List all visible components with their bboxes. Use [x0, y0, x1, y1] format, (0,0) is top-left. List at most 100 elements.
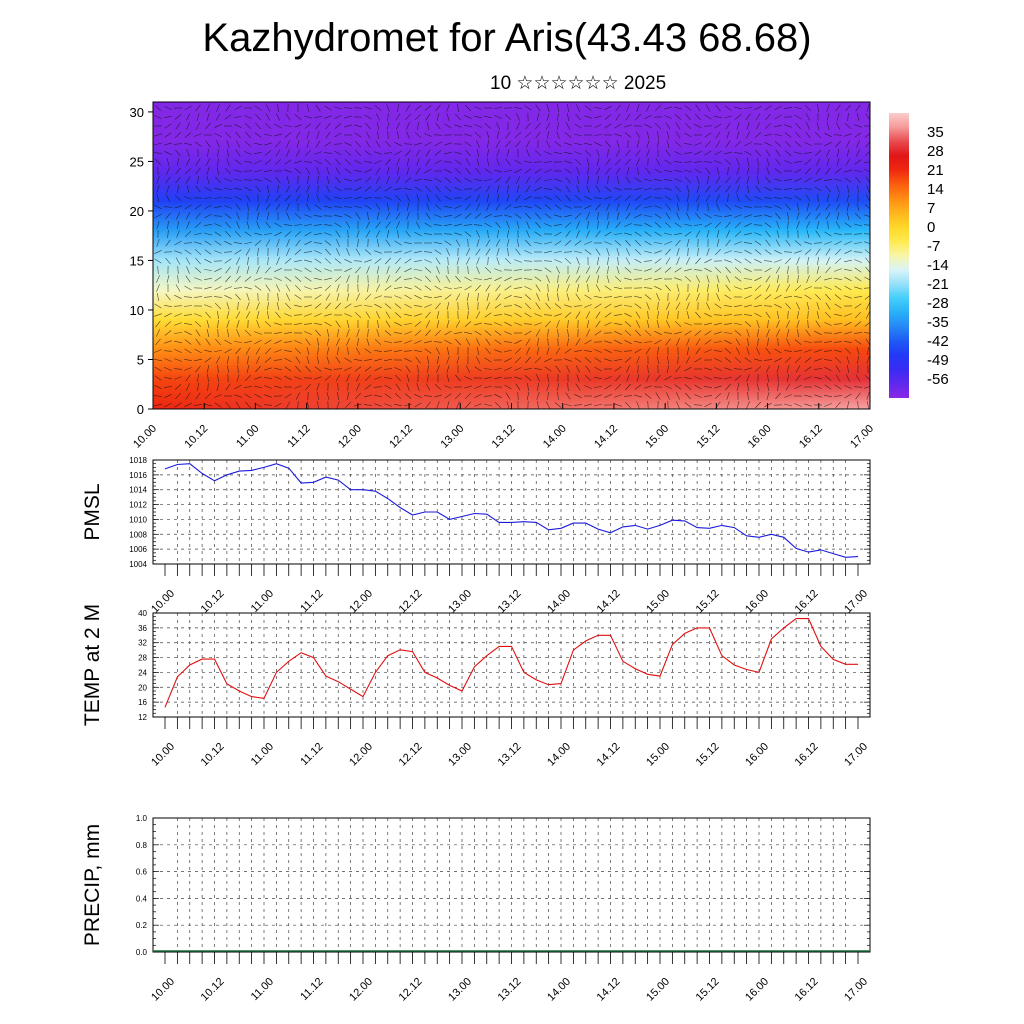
wind-arrow [326, 347, 330, 355]
colorbar-label: -35 [927, 314, 949, 331]
wind-arrow [205, 122, 211, 130]
wind-arrow [694, 330, 702, 336]
wind-arrow [834, 384, 842, 390]
wind-arrow [275, 176, 281, 184]
wind-arrow [776, 221, 780, 229]
wind-arrow [704, 313, 712, 317]
wind-arrow [665, 257, 671, 265]
wind-arrow [384, 376, 392, 380]
wind-arrow [623, 395, 633, 397]
wind-arrow [177, 265, 179, 275]
wind-arrow [576, 230, 580, 238]
wind-arrow [464, 177, 472, 183]
wind-arrow [274, 385, 282, 389]
wind-arrow [154, 403, 162, 407]
wind-arrow [243, 179, 253, 181]
wind-arrow [154, 152, 162, 154]
y-tick-label: 1018 [129, 456, 147, 465]
wind-arrow [235, 131, 241, 139]
wind-arrow [474, 213, 482, 219]
x-tick-label: 12.12 [397, 741, 425, 769]
wind-arrow [834, 278, 842, 280]
wind-arrow [684, 384, 692, 390]
wind-arrow [724, 259, 732, 263]
wind-arrow [816, 221, 820, 229]
wind-arrow [705, 194, 711, 202]
wind-arrow [414, 105, 422, 111]
wind-arrow [294, 284, 302, 292]
wind-arrow [474, 366, 482, 372]
wind-arrow [856, 203, 860, 211]
wind-arrow [403, 323, 413, 325]
wind-arrow [593, 197, 603, 199]
wind-arrow [794, 350, 802, 352]
wind-arrow [614, 133, 622, 137]
wind-arrow [526, 221, 530, 229]
wind-arrow [834, 232, 842, 236]
wind-arrow [714, 350, 722, 352]
wind-arrow [443, 215, 453, 217]
wind-arrow [756, 383, 760, 391]
wind-arrow [754, 312, 762, 318]
wind-arrow [154, 105, 162, 111]
wind-arrow [435, 275, 441, 283]
wind-arrow [565, 230, 571, 238]
wind-arrow [264, 142, 272, 146]
wind-arrow [454, 159, 462, 165]
wind-arrow [266, 194, 270, 202]
wind-arrow [666, 365, 670, 373]
wind-arrow [244, 276, 252, 282]
wind-arrow [734, 357, 742, 363]
wind-arrow [363, 404, 373, 406]
wind-arrow [784, 394, 792, 398]
wind-arrow [676, 194, 680, 202]
wind-arrow [715, 248, 721, 256]
wind-arrow [337, 328, 339, 338]
x-tick-label: 13.00 [446, 588, 474, 616]
grid [153, 818, 870, 952]
wind-arrow [626, 374, 630, 382]
wind-arrow [385, 221, 391, 229]
wind-arrow [604, 123, 612, 129]
wind-arrow [666, 131, 670, 139]
wind-arrow [174, 358, 182, 362]
wind-arrow [786, 320, 790, 328]
wind-arrow [774, 168, 782, 174]
wind-arrow [524, 161, 532, 163]
wind-arrow [375, 284, 381, 292]
wind-arrow [195, 392, 201, 400]
wind-arrow [775, 149, 781, 157]
wind-arrow [245, 311, 251, 319]
wind-arrow [184, 167, 192, 175]
wind-arrow [814, 178, 822, 182]
wind-arrow [814, 358, 822, 362]
wind-arrow [214, 133, 222, 137]
wind-arrow [504, 204, 512, 210]
wind-arrow [743, 242, 753, 244]
wind-arrow [274, 340, 282, 344]
wind-arrow [696, 185, 700, 193]
wind-arrow [644, 330, 652, 336]
wind-arrow [815, 248, 821, 256]
wind-arrow [564, 304, 572, 308]
colorbar-label: 35 [927, 124, 944, 141]
wind-arrow [614, 286, 622, 290]
wind-arrow [163, 386, 173, 388]
wind-arrow [574, 151, 582, 155]
wind-arrow [814, 275, 822, 283]
wind-arrow [654, 122, 662, 130]
wind-arrow [274, 133, 282, 137]
wind-arrow [175, 284, 181, 292]
wind-arrow [644, 222, 652, 228]
x-tick-label: 12.12 [397, 588, 425, 616]
wind-arrow [495, 284, 501, 292]
wind-arrow [236, 212, 240, 220]
wind-arrow [713, 215, 723, 217]
wind-arrow [435, 185, 441, 193]
wind-arrow [465, 203, 471, 211]
wind-arrow [844, 177, 852, 183]
wind-arrow [226, 302, 230, 310]
x-tick-label: 14.00 [545, 741, 573, 769]
wind-arrow [284, 276, 292, 282]
wind-arrow [215, 113, 221, 121]
